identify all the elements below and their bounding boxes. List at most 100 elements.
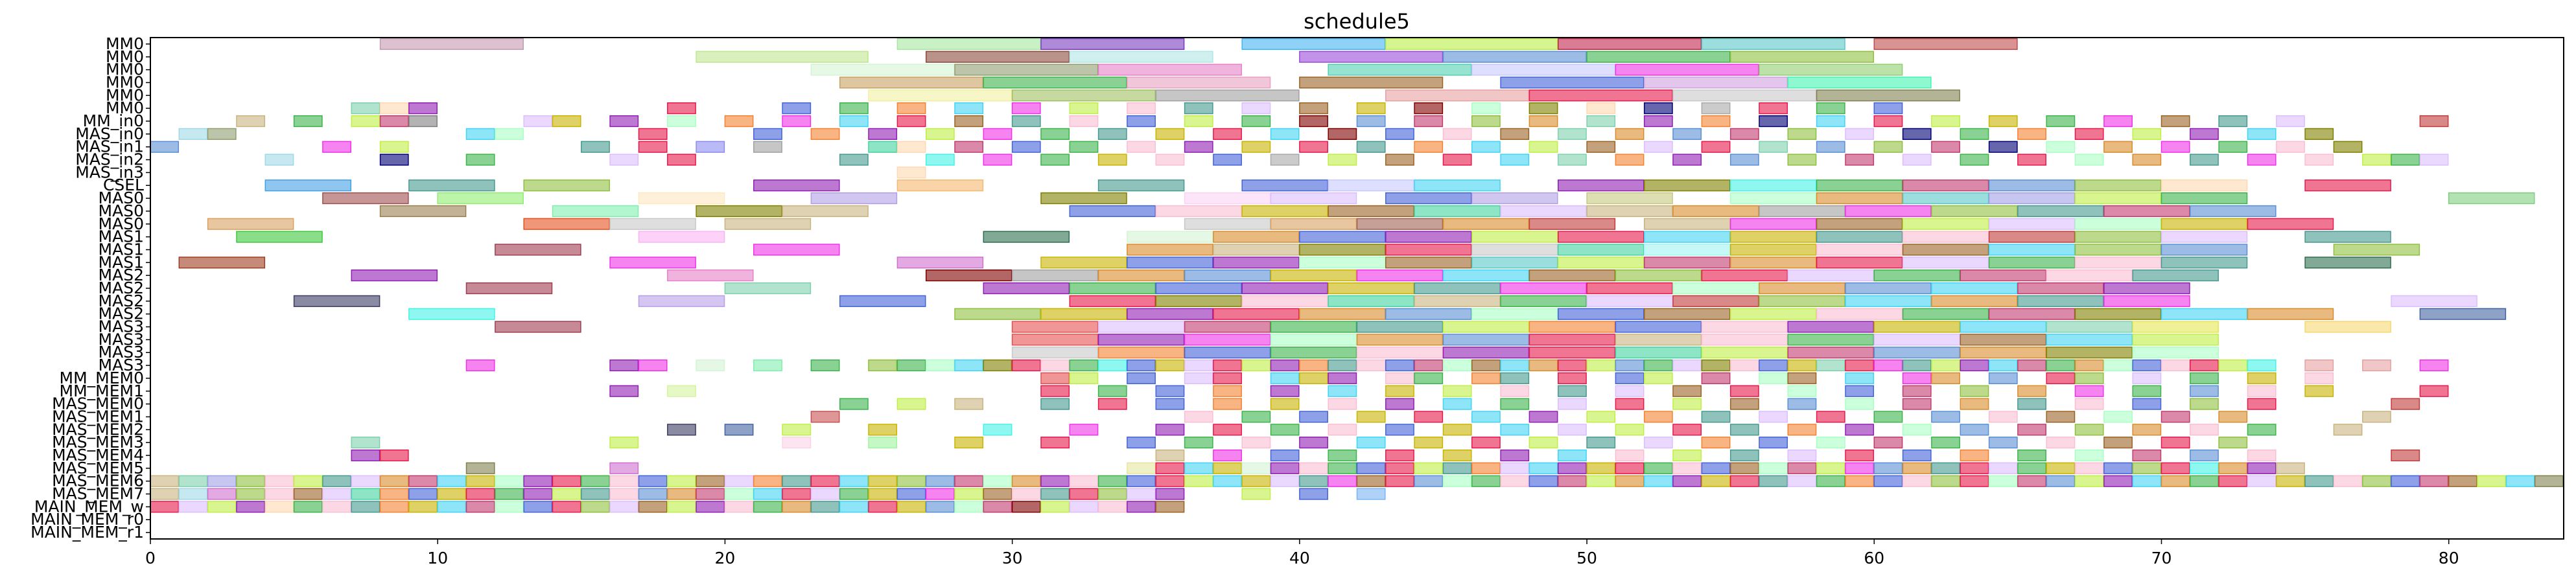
- y-tick-label: MM_MEM1: [60, 382, 144, 400]
- y-tick-label: MAS_in2: [75, 150, 144, 169]
- task-bar: [379, 115, 409, 128]
- task-bar: [1586, 411, 1616, 423]
- task-bar: [1960, 449, 1989, 462]
- task-bar: [408, 308, 495, 320]
- task-bar: [1586, 437, 1616, 449]
- task-bar: [1816, 257, 1903, 269]
- task-bar: [1127, 141, 1156, 153]
- y-tick-label: MAS_MEM1: [52, 407, 144, 426]
- y-tick-label: MAS1: [99, 253, 144, 271]
- task-bar: [552, 115, 581, 128]
- task-bar: [1988, 244, 2076, 256]
- task-bar: [896, 115, 926, 128]
- task-bar: [1787, 475, 1817, 487]
- task-bar: [1873, 462, 1903, 474]
- task-bar: [724, 218, 812, 230]
- task-bar: [1816, 179, 1903, 192]
- task-bar: [724, 282, 812, 295]
- task-bar: [2132, 154, 2162, 166]
- task-bar: [379, 205, 467, 218]
- task-bar: [465, 359, 495, 372]
- task-bar: [236, 475, 266, 487]
- task-bar: [753, 488, 782, 500]
- task-bar: [638, 359, 668, 372]
- task-bar: [2190, 372, 2219, 385]
- y-tick-label: MAS3: [99, 343, 144, 361]
- task-bar: [954, 437, 984, 449]
- task-bar: [954, 102, 984, 115]
- task-bar: [1299, 51, 1444, 63]
- task-bar: [2017, 424, 2046, 436]
- task-bar: [1127, 244, 1213, 256]
- y-tick-label: MAS2: [99, 304, 144, 323]
- task-bar: [2103, 437, 2133, 449]
- task-bar: [1902, 231, 1989, 243]
- task-bar: [1270, 424, 1300, 436]
- task-bar: [1414, 205, 1501, 218]
- task-bar: [379, 488, 409, 500]
- task-bar: [1960, 334, 2047, 346]
- task-bar: [264, 501, 294, 513]
- task-bar: [638, 128, 668, 140]
- task-bar: [552, 501, 581, 513]
- task-bar: [925, 128, 955, 140]
- task-bar: [1902, 218, 1989, 230]
- task-bar: [1241, 179, 1328, 192]
- task-bar: [609, 437, 639, 449]
- y-tick-label: MAS_MEM5: [52, 459, 144, 477]
- task-bar: [1241, 205, 1328, 218]
- task-bar: [207, 501, 237, 513]
- task-bar: [1988, 475, 2018, 487]
- task-bar: [2017, 385, 2046, 397]
- task-bar: [1988, 231, 2076, 243]
- task-bar: [1155, 205, 1243, 218]
- task-bar: [552, 475, 581, 487]
- task-bar: [782, 115, 812, 128]
- task-bar: [1615, 449, 1645, 462]
- task-bar: [1759, 205, 1845, 218]
- task-bar: [983, 128, 1013, 140]
- task-bar: [1759, 102, 1788, 115]
- task-bar: [1759, 282, 1845, 295]
- task-bar: [2160, 437, 2190, 449]
- task-bar: [1960, 424, 1989, 436]
- task-bar: [925, 488, 955, 500]
- task-bar: [1873, 359, 1903, 372]
- task-bar: [1385, 308, 1472, 320]
- task-bar: [2247, 372, 2277, 385]
- task-bar: [1672, 154, 1702, 166]
- task-bar: [1241, 462, 1271, 474]
- task-bar: [1213, 462, 1242, 474]
- task-bar: [1127, 308, 1213, 320]
- task-bar: [2160, 192, 2248, 205]
- task-bar: [1069, 475, 1099, 487]
- task-bar: [696, 475, 725, 487]
- task-bar: [581, 475, 610, 487]
- task-bar: [2046, 141, 2076, 153]
- task-bar: [1328, 424, 1357, 436]
- task-bar: [896, 257, 984, 269]
- task-bar: [1184, 102, 1213, 115]
- task-bar: [1729, 244, 1817, 256]
- task-bar: [1558, 308, 1645, 320]
- task-bar: [1787, 462, 1817, 474]
- task-bar: [1299, 411, 1328, 423]
- task-bar: [2103, 411, 2133, 423]
- task-bar: [2304, 372, 2334, 385]
- task-bar: [1902, 424, 1932, 436]
- task-bar: [1127, 115, 1156, 128]
- task-bar: [1672, 424, 1702, 436]
- task-bar: [1902, 179, 1989, 192]
- y-tick-label: MM_in0: [83, 111, 144, 130]
- task-bar: [351, 501, 381, 513]
- task-bar: [1528, 269, 1616, 282]
- task-bar: [1471, 372, 1501, 385]
- task-bar: [1184, 218, 1271, 230]
- task-bar: [1127, 437, 1156, 449]
- task-bar: [1097, 488, 1127, 500]
- task-bar: [1040, 385, 1070, 397]
- task-bar: [696, 359, 725, 372]
- task-bar: [408, 115, 438, 128]
- task-bar: [1729, 462, 1759, 474]
